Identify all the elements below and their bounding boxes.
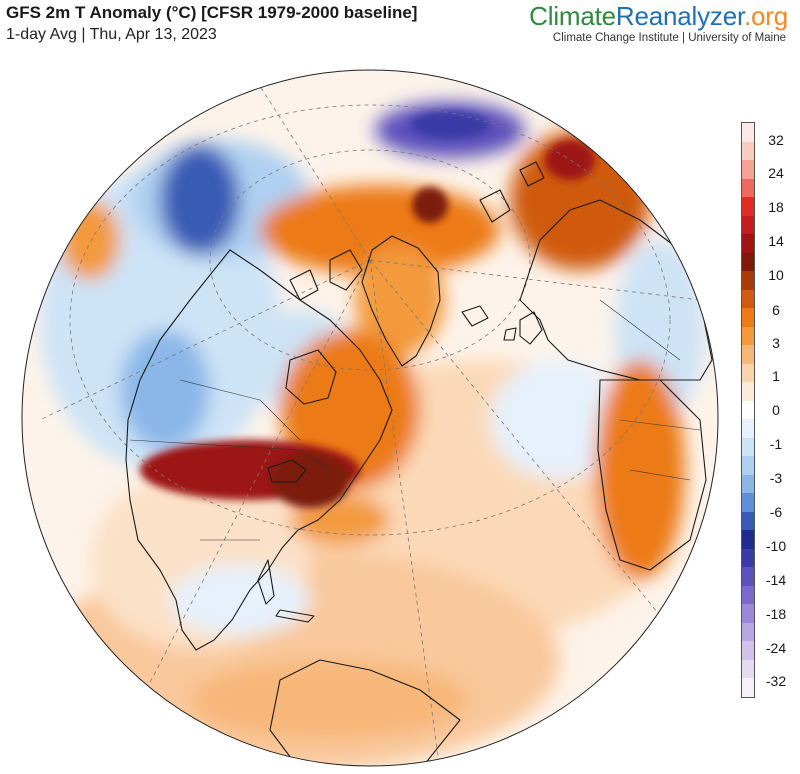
anomaly-hotspots xyxy=(140,111,595,508)
legend-swatch xyxy=(742,271,754,290)
coastlines xyxy=(125,161,713,766)
map-title: GFS 2m T Anomaly (°C) [CFSR 1979-2000 ba… xyxy=(6,3,418,22)
legend-swatch xyxy=(742,326,754,346)
legend-tick-label: 14 xyxy=(768,233,784,250)
legend-tick-label: 24 xyxy=(768,164,784,181)
legend-tick-label: -18 xyxy=(765,605,787,622)
legend-swatch xyxy=(742,678,754,697)
brand-tagline: Climate Change Institute | University of… xyxy=(552,32,786,44)
brand-logo[interactable]: ClimateReanalyzer.org xyxy=(529,1,788,32)
legend-tick-label: -6 xyxy=(769,503,783,520)
legend-swatch xyxy=(742,363,754,383)
legend-tick-label: -32 xyxy=(765,673,787,690)
legend-swatch xyxy=(742,419,754,438)
legend-swatch xyxy=(742,345,754,364)
legend-tick-label: -24 xyxy=(765,639,787,656)
legend-swatch xyxy=(742,511,754,531)
legend-swatch xyxy=(742,622,754,642)
legend-tick-label: -3 xyxy=(769,469,783,486)
brand-part-climate: Climate xyxy=(529,1,616,31)
legend-swatch xyxy=(742,382,754,401)
legend-swatch xyxy=(742,474,754,494)
legend-swatch xyxy=(742,123,754,142)
country-borders xyxy=(129,299,701,541)
legend-tick-label: -14 xyxy=(765,571,787,588)
legend-colorbar xyxy=(741,122,755,698)
legend-tick-label: 0 xyxy=(772,402,780,418)
legend-tick-label: 32 xyxy=(768,132,784,149)
legend-tick-label: 3 xyxy=(772,334,780,351)
legend-tick-label: -10 xyxy=(765,537,787,554)
legend-swatch xyxy=(742,400,754,420)
legend-tick-label: 6 xyxy=(772,301,780,318)
brand-part-org: .org xyxy=(743,1,788,31)
legend-swatch xyxy=(742,141,754,161)
legend-swatch xyxy=(742,530,754,549)
legend-swatch xyxy=(742,437,754,457)
map-subtitle: 1-day Avg | Thu, Apr 13, 2023 xyxy=(6,26,217,43)
legend-swatch xyxy=(742,604,754,623)
legend-swatch xyxy=(742,641,754,660)
legend-tick-label: 1 xyxy=(772,368,780,385)
legend-labels: 32 24 18 14 10 6 3 1 0 -1 -3 -6 -10 -14 -18 -24 -32 xyxy=(758,122,798,698)
legend-swatch xyxy=(742,308,754,327)
legend-swatch xyxy=(742,160,754,179)
legend-swatch xyxy=(742,567,754,586)
legend-swatch xyxy=(742,289,754,309)
graticule xyxy=(39,70,701,766)
legend-swatch xyxy=(742,234,754,253)
legend-swatch xyxy=(742,252,754,272)
legend-swatch xyxy=(742,456,754,475)
legend-swatch xyxy=(742,585,754,605)
legend-swatch xyxy=(742,178,754,198)
legend-swatch xyxy=(742,215,754,235)
legend-swatch xyxy=(742,659,754,679)
legend-swatch xyxy=(742,493,754,512)
legend-swatch xyxy=(742,197,754,216)
legend-tick-label: 18 xyxy=(768,198,784,215)
legend-tick-label: -1 xyxy=(769,435,783,452)
globe-outline xyxy=(21,69,719,767)
brand-part-reanalyzer: Reanalyzer xyxy=(615,1,744,31)
legend-swatch xyxy=(742,548,754,568)
legend-tick-label: 10 xyxy=(768,267,784,284)
